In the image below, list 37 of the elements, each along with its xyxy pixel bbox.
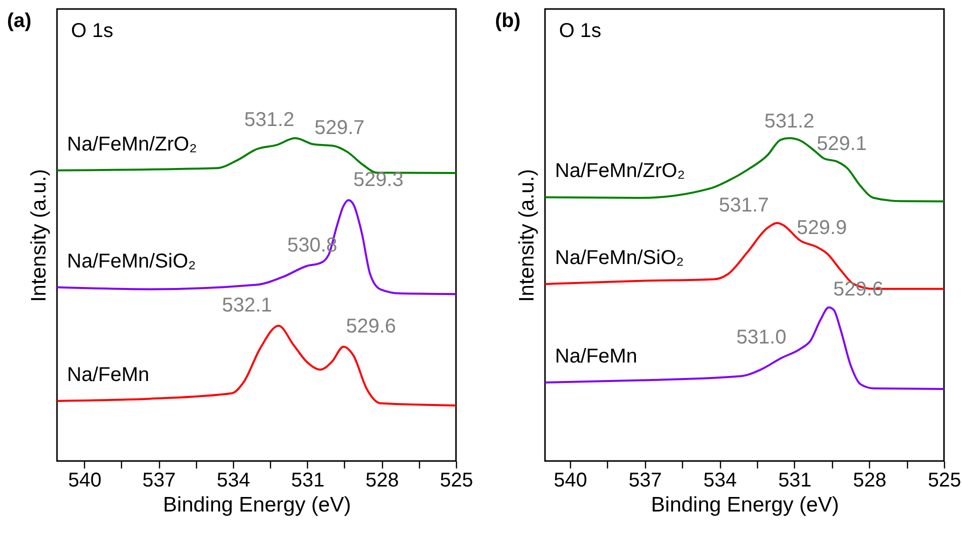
x-tick-label: 537	[628, 470, 662, 492]
annotation: 531.2	[244, 109, 294, 132]
x-tick-label: 537	[142, 470, 176, 492]
series-label: Na/FeMn/SiO₂	[555, 247, 684, 270]
series-label: Na/FeMn	[67, 364, 150, 386]
x-tick-label: 528	[365, 470, 399, 492]
x-tick-label: 531	[778, 470, 812, 492]
annotation: 529.1	[816, 132, 867, 155]
x-axis-title: Binding Energy (eV)	[651, 494, 839, 516]
annotation: 529.6	[833, 278, 884, 300]
annotation: 529.6	[346, 315, 396, 338]
x-tick-label: 525	[440, 470, 474, 492]
annotation: 529.9	[796, 216, 847, 239]
annotation: 531.2	[764, 110, 814, 132]
text: O 1s	[71, 20, 114, 42]
series-label: Na/FeMn	[555, 346, 638, 368]
y-axis-title: Intensity (a.u.)	[28, 168, 50, 302]
x-tick-label: 534	[703, 470, 737, 492]
x-tick-label: 525	[928, 470, 962, 492]
series-label: Na/FeMn/ZrO₂	[555, 160, 685, 182]
annotation: 532.1	[222, 294, 272, 316]
series-label: Na/FeMn/ZrO₂	[67, 133, 197, 156]
x-tick-label: 540	[554, 470, 588, 492]
x-tick-label: 531	[291, 470, 324, 492]
x-axis-title: Binding Energy (eV)	[163, 494, 351, 516]
text: O 1s	[559, 20, 602, 42]
y-axis-title: Intensity (a.u.)	[516, 168, 538, 302]
x-tick-label: 534	[216, 470, 250, 492]
x-tick-label: 528	[853, 470, 886, 492]
chart-title: (b)	[495, 10, 521, 32]
annotation: 529.3	[353, 169, 404, 192]
annotation: 529.7	[314, 117, 365, 140]
chart-title: (a)	[7, 10, 32, 32]
series-label: Na/FeMn/SiO₂	[67, 250, 196, 272]
annotation: 531.7	[718, 194, 769, 216]
x-tick-label: 540	[68, 470, 102, 492]
annotation: 531.0	[736, 326, 786, 349]
